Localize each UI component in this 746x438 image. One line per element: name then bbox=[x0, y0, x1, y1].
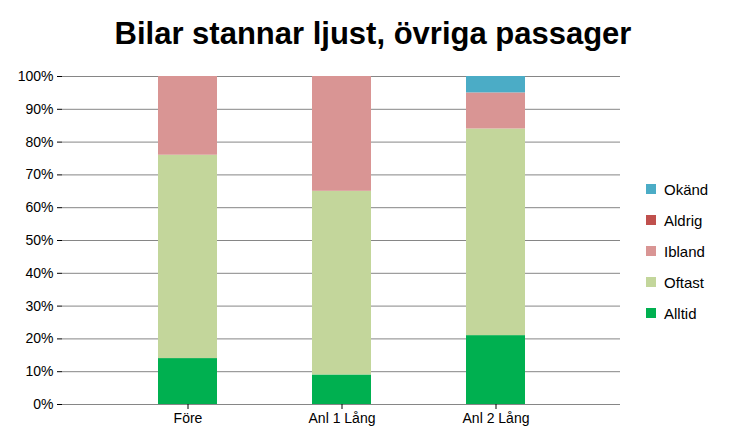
svg-text:20%: 20% bbox=[25, 330, 53, 346]
svg-text:30%: 30% bbox=[25, 298, 53, 314]
svg-text:Anl 1 Lång: Anl 1 Lång bbox=[309, 410, 376, 426]
svg-text:50%: 50% bbox=[25, 232, 53, 248]
html-text:Aldrig: Aldrig bbox=[664, 211, 703, 229]
html-text:Oftast: Oftast bbox=[664, 273, 704, 291]
html-text:Bilar stannar ljust, övriga pa: Bilar stannar ljust, övriga passager bbox=[114, 16, 632, 51]
svg-text:Anl 2 Lång: Anl 2 Lång bbox=[463, 410, 530, 426]
svg-text:60%: 60% bbox=[25, 199, 53, 215]
svg-text:100%: 100% bbox=[18, 68, 54, 84]
svg-text:70%: 70% bbox=[25, 166, 53, 182]
svg-text:40%: 40% bbox=[25, 265, 53, 281]
html-text:Okänd: Okänd bbox=[664, 180, 709, 198]
html-text:Alltid: Alltid bbox=[664, 304, 697, 322]
svg-text:10%: 10% bbox=[25, 363, 53, 379]
svg-text:90%: 90% bbox=[25, 101, 53, 117]
html-text:Ibland: Ibland bbox=[664, 242, 705, 260]
svg-text:Före: Före bbox=[174, 410, 203, 426]
svg-text:80%: 80% bbox=[25, 134, 53, 150]
svg-text:0%: 0% bbox=[33, 396, 53, 412]
